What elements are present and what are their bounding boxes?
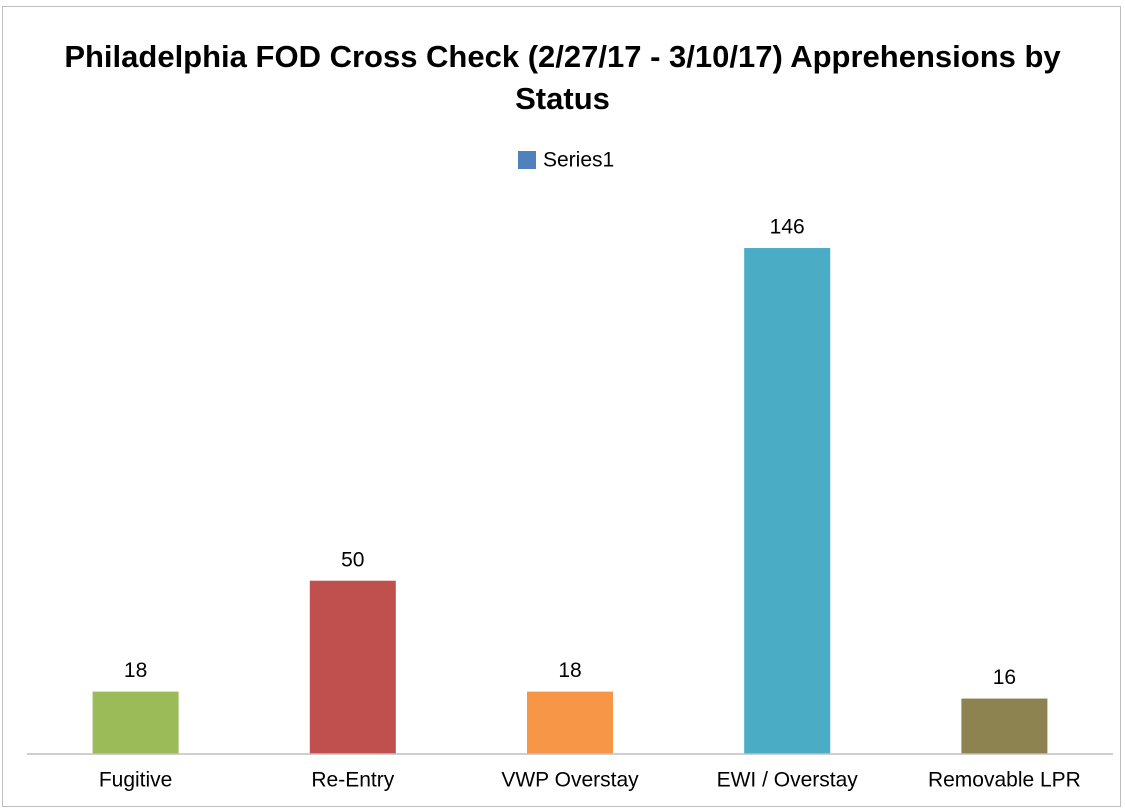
data-label: 16 xyxy=(993,666,1016,689)
bar xyxy=(961,698,1048,754)
data-label: 18 xyxy=(558,659,581,682)
legend-label: Series1 xyxy=(543,149,614,172)
x-tick-label: Fugitive xyxy=(99,769,173,792)
chart-frame xyxy=(2,6,1121,807)
data-label: 50 xyxy=(341,548,364,571)
bar xyxy=(92,691,179,754)
data-label: 146 xyxy=(770,216,805,239)
legend-swatch xyxy=(518,151,536,169)
x-tick-label: EWI / Overstay xyxy=(717,769,859,792)
x-tick-label: Removable LPR xyxy=(928,769,1081,792)
bar xyxy=(744,248,831,755)
data-label: 18 xyxy=(124,659,147,682)
x-tick-label: Re-Entry xyxy=(311,769,394,792)
bar xyxy=(309,580,396,754)
bar xyxy=(527,691,613,754)
chart-title: Philadelphia FOD Cross Check (2/27/17 - … xyxy=(64,39,1061,116)
x-tick-label: VWP Overstay xyxy=(501,769,639,792)
